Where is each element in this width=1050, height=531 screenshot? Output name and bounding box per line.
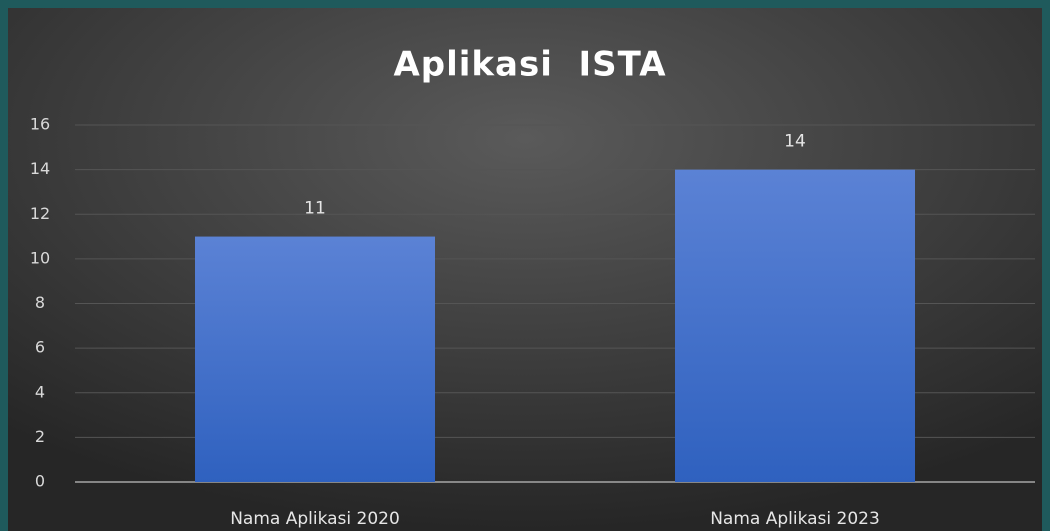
bar [195, 236, 435, 482]
y-tick-label: 6 [35, 338, 45, 357]
y-tick-label: 4 [35, 382, 45, 401]
y-tick-label: 8 [35, 293, 45, 312]
y-tick-label: 14 [30, 159, 50, 178]
y-tick-label: 0 [35, 472, 45, 491]
data-label: 11 [304, 199, 326, 219]
y-tick-label: 10 [30, 248, 50, 267]
x-tick-label: Nama Aplikasi 2023 [710, 509, 880, 529]
bar [675, 169, 915, 482]
x-tick-label: Nama Aplikasi 2020 [230, 509, 400, 529]
data-label: 14 [784, 132, 806, 152]
y-tick-label: 16 [30, 115, 50, 134]
chart-title: Aplikasi ISTA [393, 45, 666, 85]
y-tick-label: 12 [30, 204, 50, 223]
y-tick-label: 2 [35, 427, 45, 446]
